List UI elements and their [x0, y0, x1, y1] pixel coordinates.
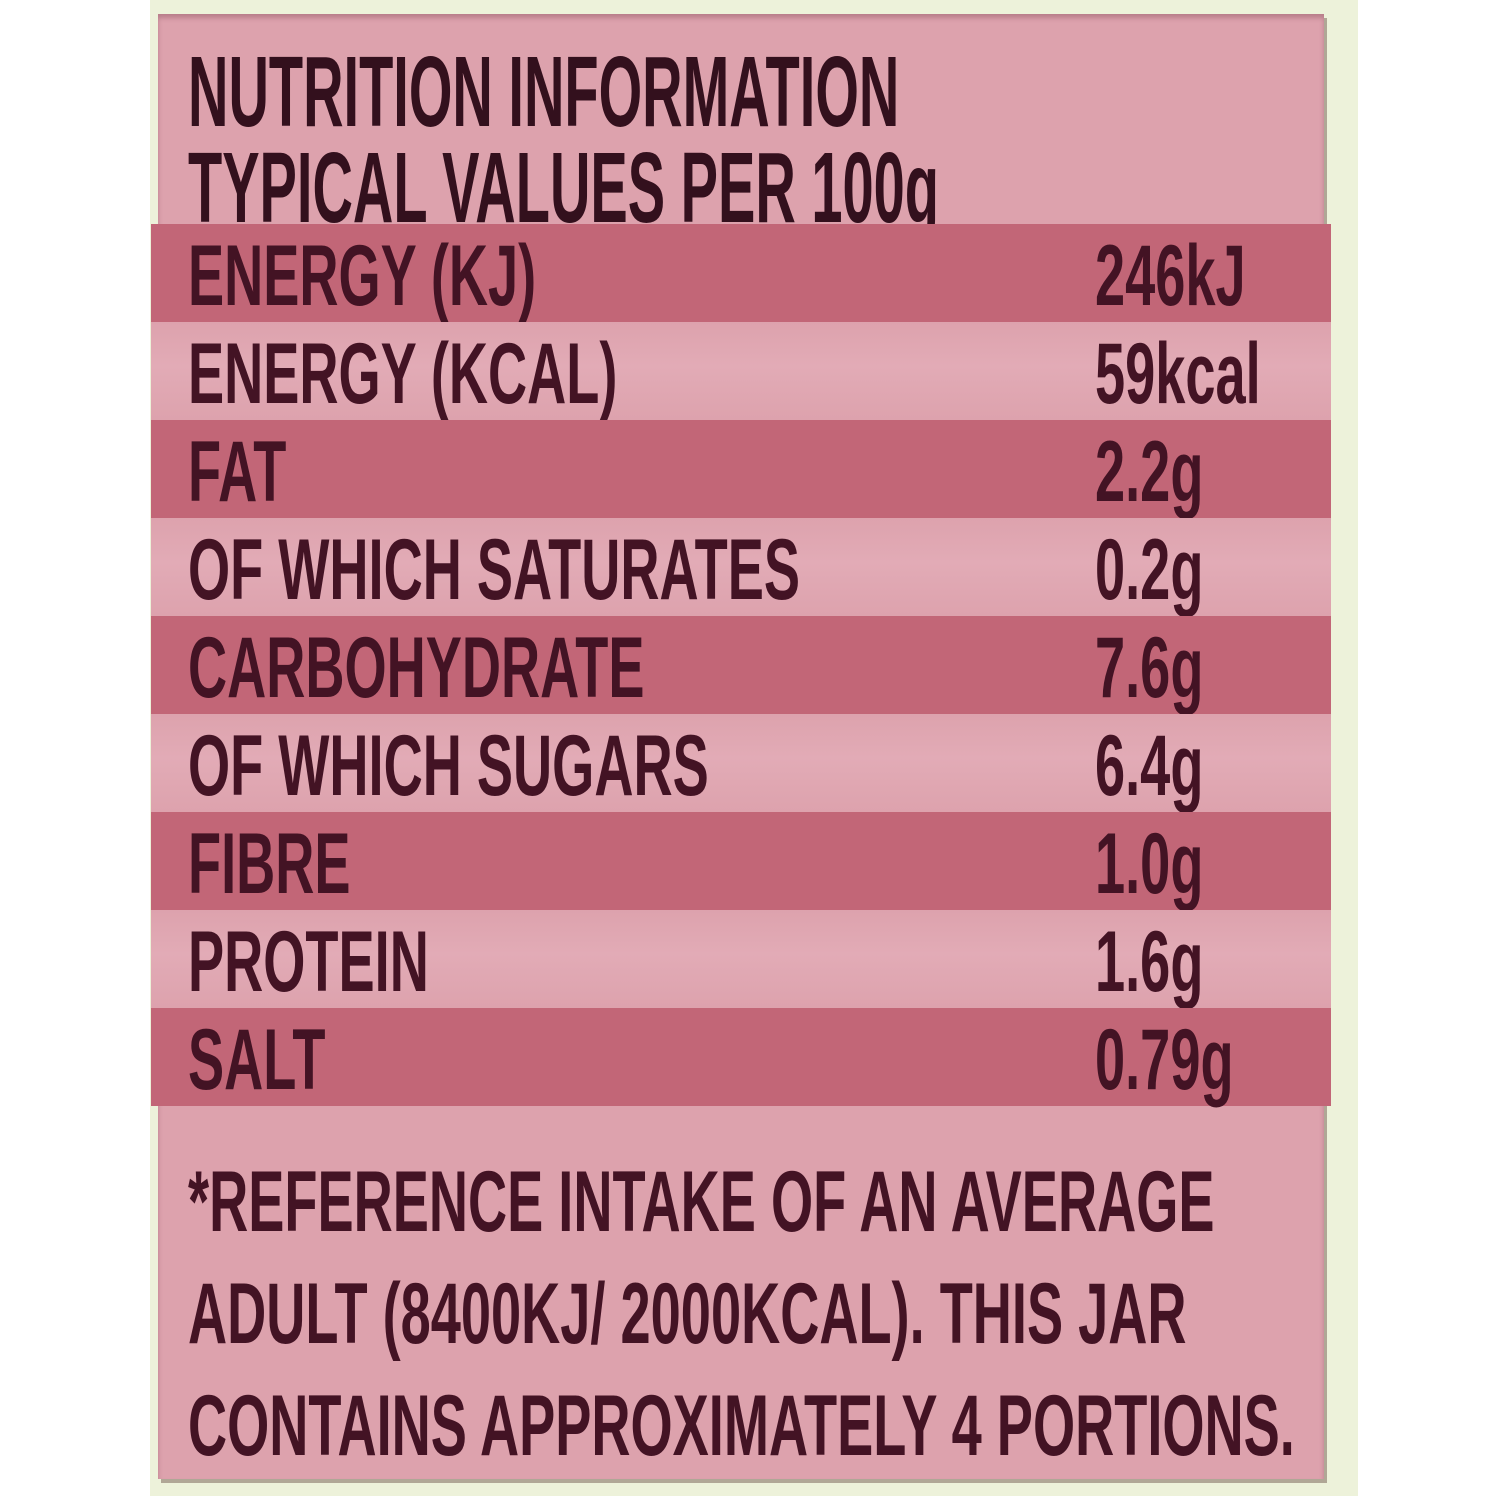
row-value: 1.6g — [1095, 914, 1204, 1010]
nutrition-label: NUTRITION INFORMATION TYPICAL VALUES PER… — [151, 14, 1331, 1482]
row-label: PROTEIN — [188, 914, 429, 1010]
nutrition-table: ENERGY (KJ) 246kJ ENERGY (KCAL) 59kcal F… — [151, 224, 1331, 1108]
label-title-line-2: TYPICAL VALUES PER 100g — [188, 132, 940, 244]
row-value: 2.2g — [1095, 424, 1204, 520]
row-label: FIBRE — [188, 816, 351, 912]
row-label: ENERGY (KCAL) — [188, 326, 618, 422]
reference-intake-note: *REFERENCE INTAKE OF AN AVERAGE ADULT (8… — [158, 1106, 1324, 1482]
row-energy-kcal: ENERGY (KCAL) 59kcal — [151, 322, 1331, 422]
row-value: 0.79g — [1095, 1012, 1234, 1108]
row-salt: SALT 0.79g — [151, 1008, 1331, 1108]
label-header: NUTRITION INFORMATION TYPICAL VALUES PER… — [158, 14, 1324, 238]
reference-intake-line-3: CONTAINS APPROXIMATELY 4 PORTIONS. — [188, 1378, 1295, 1474]
row-carbohydrate: CARBOHYDRATE 7.6g — [151, 616, 1331, 716]
row-protein: PROTEIN 1.6g — [151, 910, 1331, 1010]
reference-intake-line-2: ADULT (8400KJ/ 2000KCAL). THIS JAR — [188, 1266, 1187, 1362]
row-fibre: FIBRE 1.0g — [151, 812, 1331, 912]
row-value: 1.0g — [1095, 816, 1204, 912]
row-fat: FAT 2.2g — [151, 420, 1331, 520]
row-value: 0.2g — [1095, 522, 1204, 618]
row-label: SALT — [188, 1012, 326, 1108]
row-saturates: OF WHICH SATURATES 0.2g — [151, 518, 1331, 618]
row-value: 246kJ — [1095, 228, 1246, 324]
row-value: 59kcal — [1095, 326, 1261, 422]
label-sheet: NUTRITION INFORMATION TYPICAL VALUES PER… — [150, 0, 1358, 1496]
row-label: OF WHICH SUGARS — [188, 718, 709, 814]
reference-intake-line-1: *REFERENCE INTAKE OF AN AVERAGE — [188, 1154, 1215, 1250]
row-label: FAT — [188, 424, 287, 520]
label-title-line-1: NUTRITION INFORMATION — [188, 36, 900, 148]
row-label: OF WHICH SATURATES — [188, 522, 800, 618]
row-sugars: OF WHICH SUGARS 6.4g — [151, 714, 1331, 814]
row-label: CARBOHYDRATE — [188, 620, 645, 716]
row-value: 6.4g — [1095, 718, 1204, 814]
row-energy-kj: ENERGY (KJ) 246kJ — [151, 224, 1331, 324]
row-label: ENERGY (KJ) — [188, 228, 537, 324]
row-value: 7.6g — [1095, 620, 1204, 716]
